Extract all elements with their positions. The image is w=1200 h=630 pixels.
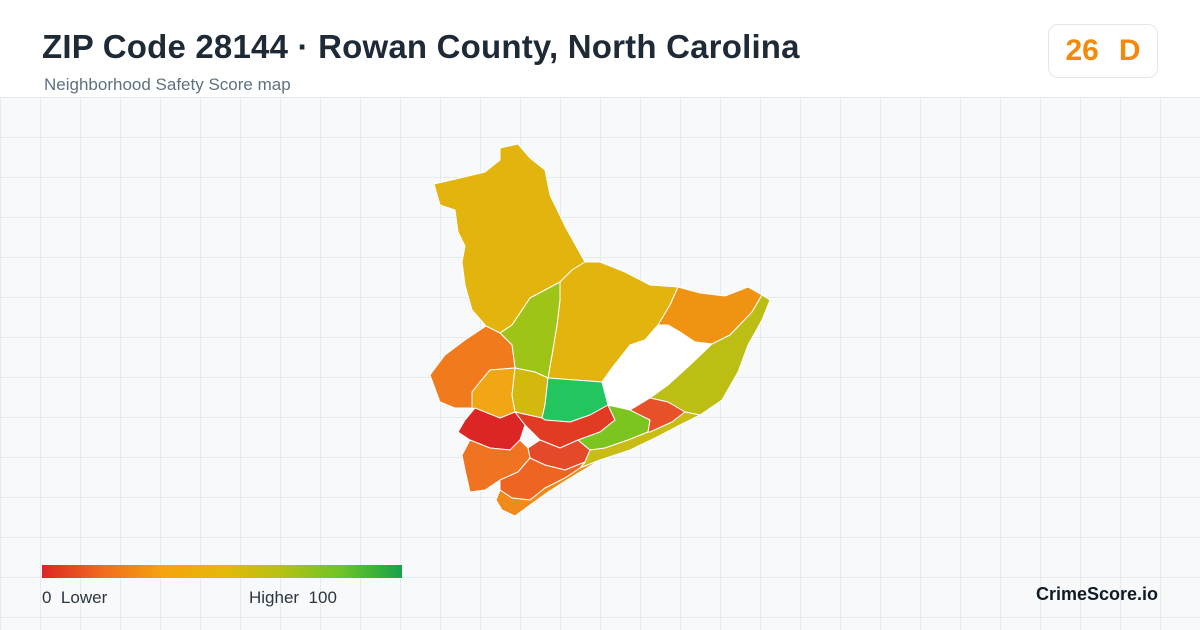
page-subtitle: Neighborhood Safety Score map <box>44 75 291 94</box>
map-region-mid-yellow[interactable] <box>511 367 549 419</box>
page-title: ZIP Code 28144 · Rowan County, North Car… <box>42 28 800 65</box>
legend-min: 0 Lower <box>42 588 107 608</box>
legend-max-label: Higher <box>249 588 300 607</box>
legend-max: Higher 100 <box>249 588 337 608</box>
map-region-south-orange-3[interactable] <box>495 459 601 517</box>
legend-min-label: Lower <box>60 588 108 607</box>
safety-score-badge: 26 D <box>1048 24 1158 78</box>
score-value: 26 <box>1065 34 1099 67</box>
legend-max-value: 100 <box>308 588 337 607</box>
score-grade: D <box>1118 34 1141 67</box>
brand-logo-text[interactable]: CrimeScore.io <box>1035 584 1158 604</box>
header-band <box>0 0 1200 98</box>
legend-min-value: 0 <box>42 588 52 607</box>
legend-gradient-bar <box>42 565 402 578</box>
